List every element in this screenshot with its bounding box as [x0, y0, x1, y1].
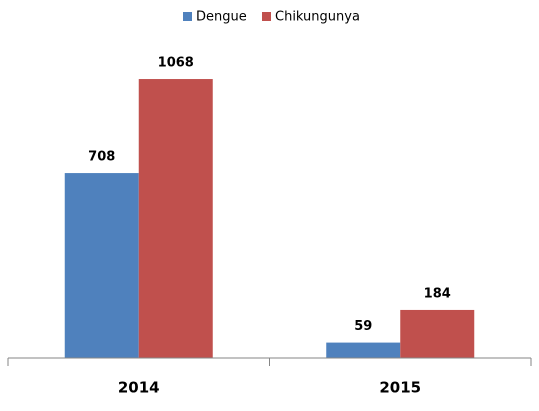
- x-tick-label: 2014: [118, 379, 160, 397]
- legend-swatch: [262, 12, 271, 21]
- value-label: 184: [424, 286, 451, 301]
- legend-swatch: [183, 12, 192, 21]
- value-label: 708: [88, 150, 115, 165]
- bar: [400, 309, 475, 358]
- bar: [326, 342, 401, 358]
- bar: [64, 173, 139, 358]
- legend-label: Chikungunya: [275, 10, 360, 25]
- value-label: 59: [354, 319, 372, 334]
- bar: [138, 79, 213, 359]
- x-tick-label: 2015: [379, 379, 421, 397]
- value-label: 1068: [158, 56, 194, 71]
- legend-label: Dengue: [196, 10, 247, 25]
